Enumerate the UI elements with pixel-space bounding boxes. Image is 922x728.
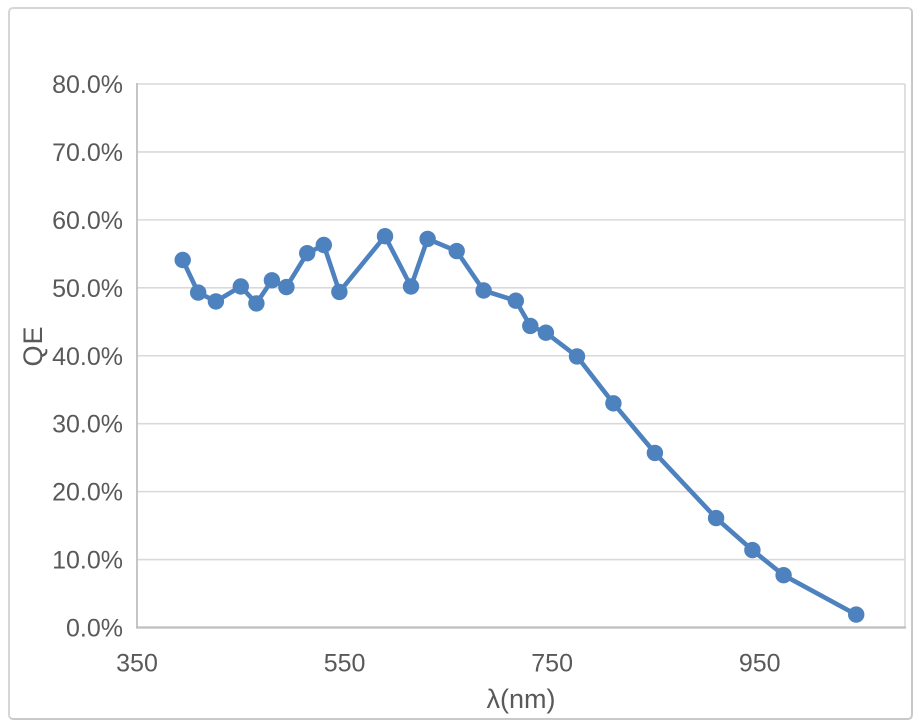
data-point-marker: [775, 567, 792, 584]
x-tick-label: 550: [324, 650, 366, 678]
data-point-marker: [331, 283, 348, 301]
data-point-marker: [174, 251, 191, 269]
data-point-marker: [568, 348, 586, 365]
data-point-marker: [707, 509, 725, 527]
y-tick-label: 70.0%: [52, 139, 123, 167]
y-tick-label: 80.0%: [52, 71, 123, 99]
data-point-marker: [278, 278, 295, 296]
y-tick-label: 20.0%: [52, 479, 123, 507]
data-point-marker: [744, 541, 761, 559]
data-point-marker: [232, 278, 249, 295]
y-tick-label: 0.0%: [66, 615, 123, 643]
data-point-marker: [376, 228, 394, 245]
data-point-marker: [248, 295, 265, 312]
x-tick-label: 350: [116, 650, 158, 678]
data-point-marker: [537, 324, 555, 341]
data-point-marker: [522, 317, 539, 335]
x-tick-label: 750: [531, 650, 573, 678]
data-point-marker: [605, 395, 622, 412]
data-point-marker: [419, 230, 436, 248]
y-tick-label: 30.0%: [52, 411, 123, 439]
y-axis-title: QE: [18, 325, 49, 367]
x-axis-title: λ(nm): [486, 684, 556, 714]
data-point-marker: [315, 236, 332, 254]
data-point-marker: [299, 245, 316, 262]
data-point-marker: [507, 292, 524, 309]
y-tick-label: 50.0%: [52, 275, 123, 303]
y-tick-label: 40.0%: [52, 343, 123, 371]
data-point-marker: [646, 444, 664, 462]
data-point-marker: [207, 293, 225, 310]
data-point-marker: [263, 272, 281, 289]
data-point-marker: [190, 284, 207, 301]
data-point-marker: [475, 282, 492, 299]
y-tick-label: 10.0%: [52, 547, 123, 575]
data-point-marker: [848, 606, 865, 623]
x-tick-label: 950: [739, 650, 781, 678]
data-point-marker: [402, 278, 420, 295]
data-point-marker: [448, 242, 465, 260]
chart-outer-border: [8, 7, 913, 720]
y-tick-label: 60.0%: [52, 207, 123, 235]
